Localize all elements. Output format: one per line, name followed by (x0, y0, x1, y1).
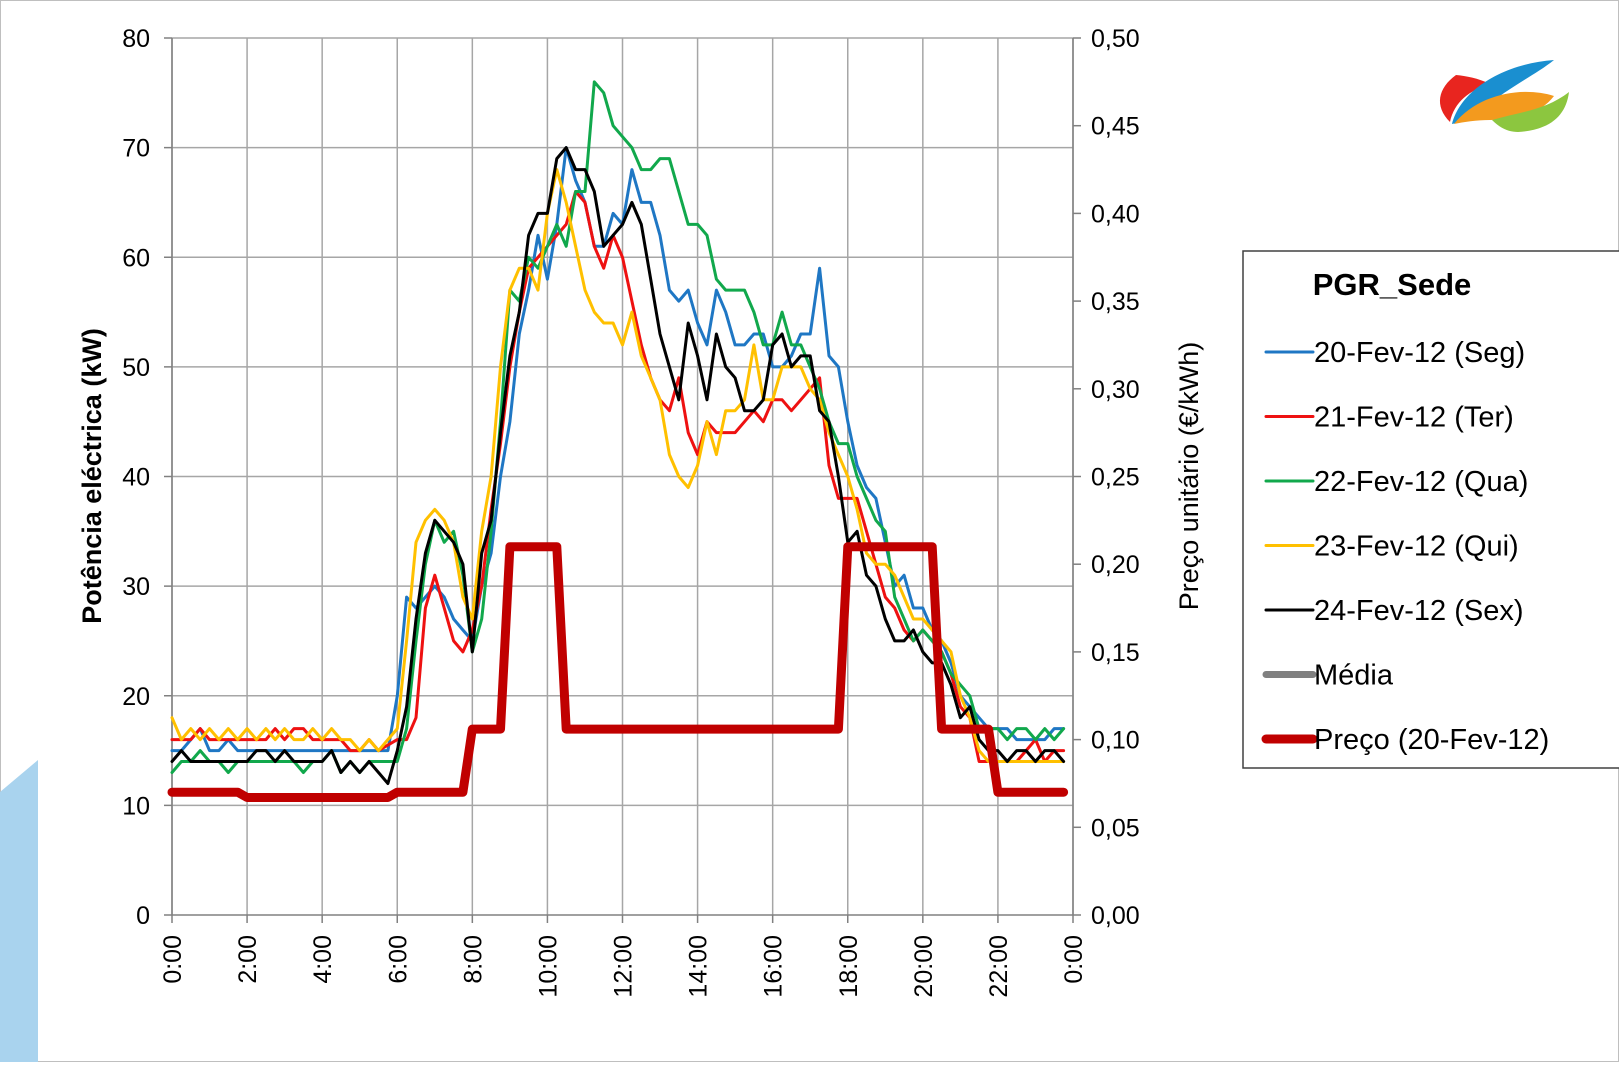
x-tick-label: 8:00 (459, 935, 487, 984)
x-tick-label: 4:00 (309, 935, 337, 984)
logo-green-petal (1492, 92, 1569, 132)
y-tick-label: 80 (122, 25, 150, 53)
blue-decoration (0, 760, 38, 1062)
y-tick-label: 20 (122, 683, 150, 711)
legend-label: 24-Fev-12 (Sex) (1314, 595, 1524, 627)
x-tick-label: 12:00 (610, 935, 638, 998)
y-axis-label: Potência eléctrica (kW) (77, 328, 107, 624)
legend: PGR_Sede 20-Fev-12 (Seg)21-Fev-12 (Ter)2… (1242, 250, 1619, 769)
legend-title: PGR_Sede (1313, 267, 1472, 302)
y-tick-label: 30 (122, 573, 150, 601)
legend-entry: 21-Fev-12 (Ter) (1264, 402, 1514, 434)
logo-red-petal (1439, 75, 1490, 122)
legend-entry: 20-Fev-12 (Seg) (1264, 337, 1525, 369)
y2-tick-label: 0,00 (1091, 902, 1140, 930)
legend-entries: 20-Fev-12 (Seg) 21-Fev-12 (Ter) 22-Fev-12 … (1261, 337, 1549, 756)
left-decoration (0, 760, 38, 1062)
x-tick-label: 6:00 (384, 935, 412, 984)
legend-label: Média (1314, 660, 1394, 692)
y2-tick-label: 0,40 (1091, 200, 1140, 228)
series-line-pre-o-20-fev-12 (167, 542, 1069, 802)
legend-label: 23-Fev-12 (Qui) (1314, 531, 1519, 563)
y2-tick-label: 0,25 (1091, 464, 1140, 492)
x-tick-label: 14:00 (685, 935, 713, 998)
x-tick-label: 0:00 (159, 935, 187, 984)
legend-entry: 24-Fev-12 (Sex) (1264, 595, 1524, 627)
x-tick-label: 18:00 (835, 935, 863, 998)
series-line-24-fev-12-sex (170, 146, 1066, 785)
legend-entry: 22-Fev-12 (Qua) (1264, 466, 1528, 498)
y-tick-label: 70 (122, 135, 150, 163)
legend-label: Preço (20-Fev-12) (1314, 724, 1549, 756)
legend-entry: 23-Fev-12 (Qui) (1264, 531, 1519, 563)
y2-tick-label: 0,30 (1091, 376, 1140, 404)
y-tick-label: 50 (122, 354, 150, 382)
series-lines (167, 80, 1069, 802)
legend-label: 21-Fev-12 (Ter) (1314, 402, 1514, 434)
axes: 0 10 20 30 40 50 60 70 80 0,00 0,05 0,10 0,15 0,20 0,2… (122, 25, 1139, 998)
y2-tick-label: 0,15 (1091, 639, 1140, 667)
y2-tick-label: 0,50 (1091, 25, 1140, 53)
legend-entry: Média (1262, 660, 1394, 692)
y-tick-label: 60 (122, 244, 150, 272)
x-tick-label: 10:00 (534, 935, 562, 998)
logo (1439, 60, 1569, 132)
y2-tick-label: 0,20 (1091, 551, 1140, 579)
y-tick-label: 40 (122, 464, 150, 492)
logo-orange-petal (1454, 91, 1554, 124)
x-tick-label: 20:00 (910, 935, 938, 998)
y2-tick-label: 0,10 (1091, 727, 1140, 755)
legend-label: 22-Fev-12 (Qua) (1314, 466, 1528, 498)
x-tick-label: 22:00 (985, 935, 1013, 998)
x-tick-label: 16:00 (760, 935, 788, 998)
y2-tick-label: 0,35 (1091, 288, 1140, 316)
legend-label: 20-Fev-12 (Seg) (1314, 337, 1525, 369)
x-tick-label: 2:00 (234, 935, 262, 984)
y-tick-label: 10 (122, 792, 150, 820)
x-tick-label: 0:00 (1060, 935, 1088, 984)
legend-entry: Preço (20-Fev-12) (1261, 724, 1549, 756)
y2-tick-label: 0,05 (1091, 814, 1140, 842)
y2-axis-label: Preço unitário (€/kWh) (1174, 342, 1204, 611)
legend-box (1242, 250, 1619, 769)
y2-tick-label: 0,45 (1091, 113, 1140, 141)
y-tick-label: 0 (136, 902, 150, 930)
series-line-23-fev-12-qui (170, 168, 1066, 763)
